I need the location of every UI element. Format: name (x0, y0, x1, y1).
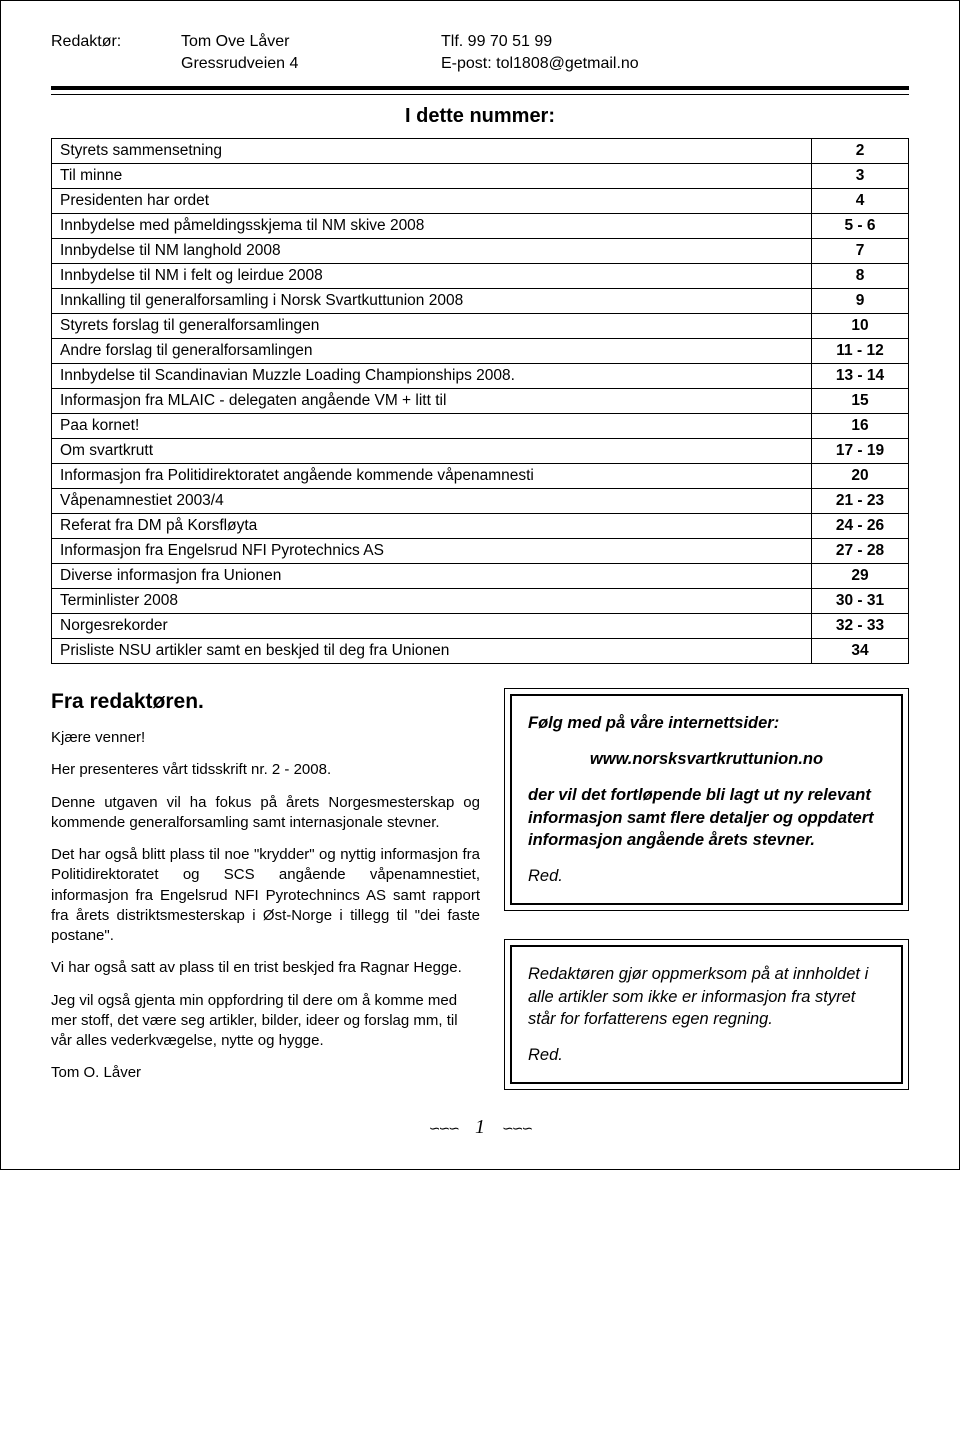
toc-page: 32 - 33 (812, 613, 909, 638)
toc-row: Informasjon fra Politidirektoratet angåe… (52, 463, 909, 488)
toc-row: Diverse informasjon fra Unionen29 (52, 563, 909, 588)
toc-row: Referat fra DM på Korsfløyta24 - 26 (52, 513, 909, 538)
toc-title: Innbydelse til NM i felt og leirdue 2008 (52, 263, 812, 288)
toc-title: Andre forslag til generalforsamlingen (52, 338, 812, 363)
toc-title: Paa kornet! (52, 413, 812, 438)
header-row-1: Redaktør: Tom Ove Låver Tlf. 99 70 51 99 (51, 31, 909, 53)
document-page: Redaktør: Tom Ove Låver Tlf. 99 70 51 99… (0, 0, 960, 1170)
toc-page: 27 - 28 (812, 538, 909, 563)
rule-thick (51, 86, 909, 90)
toc-page: 17 - 19 (812, 438, 909, 463)
editor-p1: Kjære venner! (51, 728, 480, 748)
ornament-left-icon: ∽∽∽ (417, 1122, 470, 1137)
toc-row: Innbydelse til Scandinavian Muzzle Loadi… (52, 363, 909, 388)
toc-page: 9 (812, 288, 909, 313)
info-box-1: Følg med på våre internettsider: www.nor… (504, 688, 909, 912)
header-row-2: Gressrudveien 4 E-post: tol1808@getmail.… (51, 53, 909, 75)
editor-p5: Vi har også satt av plass til en trist b… (51, 958, 480, 978)
toc-title: Om svartkrutt (52, 438, 812, 463)
toc-row: Våpenamnestiet 2003/421 - 23 (52, 488, 909, 513)
toc-row: Innbydelse til NM langhold 20087 (52, 238, 909, 263)
toc-title: Presidenten har ordet (52, 188, 812, 213)
info-column: Følg med på våre internettsider: www.nor… (504, 688, 909, 1096)
editor-heading: Fra redaktøren. (51, 688, 480, 716)
toc-title: Prisliste NSU artikler samt en beskjed t… (52, 638, 812, 663)
toc-page: 21 - 23 (812, 488, 909, 513)
toc-page: 10 (812, 313, 909, 338)
box2-sig: Red. (528, 1044, 885, 1066)
toc-row: Informasjon fra MLAIC - delegaten angåen… (52, 388, 909, 413)
bottom-section: Fra redaktøren. Kjære venner! Her presen… (51, 688, 909, 1096)
toc-page: 20 (812, 463, 909, 488)
toc-row: Innbydelse med påmeldingsskjema til NM s… (52, 213, 909, 238)
toc-title: Innbydelse med påmeldingsskjema til NM s… (52, 213, 812, 238)
toc-title: Styrets forslag til generalforsamlingen (52, 313, 812, 338)
toc-row: Norgesrekorder32 - 33 (52, 613, 909, 638)
box1-head: Følg med på våre internettsider: (528, 712, 885, 734)
toc-page: 5 - 6 (812, 213, 909, 238)
section-title: I dette nummer: (51, 105, 909, 128)
toc-title: Diverse informasjon fra Unionen (52, 563, 812, 588)
toc-row: Informasjon fra Engelsrud NFI Pyrotechni… (52, 538, 909, 563)
toc-row: Terminlister 200830 - 31 (52, 588, 909, 613)
editor-column: Fra redaktøren. Kjære venner! Her presen… (51, 688, 480, 1096)
toc-row: Presidenten har ordet4 (52, 188, 909, 213)
toc-row: Om svartkrutt17 - 19 (52, 438, 909, 463)
toc-page: 11 - 12 (812, 338, 909, 363)
toc-page: 3 (812, 163, 909, 188)
toc-title: Våpenamnestiet 2003/4 (52, 488, 812, 513)
box2-body: Redaktøren gjør oppmerksom på at innhold… (528, 963, 885, 1030)
header-label: Redaktør: (51, 31, 181, 53)
toc-page: 2 (812, 138, 909, 163)
toc-row: Til minne3 (52, 163, 909, 188)
toc-title: Informasjon fra Politidirektoratet angåe… (52, 463, 812, 488)
editor-phone: Tlf. 99 70 51 99 (441, 31, 909, 53)
toc-title: Innbydelse til Scandinavian Muzzle Loadi… (52, 363, 812, 388)
toc-page: 7 (812, 238, 909, 263)
toc-table: Styrets sammensetning2Til minne3Presiden… (51, 138, 909, 664)
toc-row: Paa kornet!16 (52, 413, 909, 438)
toc-title: Til minne (52, 163, 812, 188)
toc-page: 29 (812, 563, 909, 588)
toc-page: 16 (812, 413, 909, 438)
toc-title: Informasjon fra Engelsrud NFI Pyrotechni… (52, 538, 812, 563)
page-number-value: 1 (475, 1116, 485, 1138)
page-number: ∽∽∽ 1 ∽∽∽ (51, 1116, 909, 1139)
box1-sig: Red. (528, 865, 885, 887)
toc-title: Innkalling til generalforsamling i Norsk… (52, 288, 812, 313)
toc-row: Innbydelse til NM i felt og leirdue 2008… (52, 263, 909, 288)
toc-page: 13 - 14 (812, 363, 909, 388)
toc-title: Terminlister 2008 (52, 588, 812, 613)
toc-row: Styrets sammensetning2 (52, 138, 909, 163)
toc-row: Innkalling til generalforsamling i Norsk… (52, 288, 909, 313)
toc-title: Innbydelse til NM langhold 2008 (52, 238, 812, 263)
editor-p4: Det har også blitt plass til noe "krydde… (51, 845, 480, 946)
toc-title: Norgesrekorder (52, 613, 812, 638)
info-box-2: Redaktøren gjør oppmerksom på at innhold… (504, 939, 909, 1090)
toc-title: Referat fra DM på Korsfløyta (52, 513, 812, 538)
toc-page: 15 (812, 388, 909, 413)
editor-p3: Denne utgaven vil ha fokus på årets Norg… (51, 793, 480, 834)
box1-url: www.norsksvartkruttunion.no (528, 748, 885, 770)
rule-thin (51, 94, 909, 95)
ornament-right-icon: ∽∽∽ (490, 1122, 543, 1137)
toc-page: 34 (812, 638, 909, 663)
editor-address: Gressrudveien 4 (181, 53, 441, 75)
toc-page: 30 - 31 (812, 588, 909, 613)
editor-email: E-post: tol1808@getmail.no (441, 53, 909, 75)
toc-title: Styrets sammensetning (52, 138, 812, 163)
editor-name: Tom Ove Låver (181, 31, 441, 53)
toc-page: 4 (812, 188, 909, 213)
toc-row: Styrets forslag til generalforsamlingen1… (52, 313, 909, 338)
toc-page: 8 (812, 263, 909, 288)
editor-p6: Jeg vil også gjenta min oppfordring til … (51, 991, 480, 1052)
toc-page: 24 - 26 (812, 513, 909, 538)
toc-title: Informasjon fra MLAIC - delegaten angåen… (52, 388, 812, 413)
box1-body: der vil det fortløpende bli lagt ut ny r… (528, 784, 885, 851)
toc-row: Andre forslag til generalforsamlingen11 … (52, 338, 909, 363)
editor-p2: Her presenteres vårt tidsskrift nr. 2 - … (51, 760, 480, 780)
editor-signature: Tom O. Låver (51, 1063, 480, 1083)
toc-row: Prisliste NSU artikler samt en beskjed t… (52, 638, 909, 663)
